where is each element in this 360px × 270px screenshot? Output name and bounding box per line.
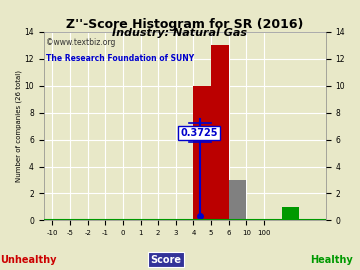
Text: Score: Score: [150, 255, 181, 265]
Bar: [282, 207, 299, 220]
Bar: [229, 180, 246, 220]
Text: 0.3725: 0.3725: [180, 128, 218, 138]
Text: ©www.textbiz.org: ©www.textbiz.org: [46, 38, 116, 46]
Title: Z''-Score Histogram for SR (2016): Z''-Score Histogram for SR (2016): [66, 18, 303, 31]
Y-axis label: Number of companies (26 total): Number of companies (26 total): [15, 70, 22, 182]
Text: Industry: Natural Gas: Industry: Natural Gas: [112, 28, 248, 38]
Text: Healthy: Healthy: [310, 255, 352, 265]
Text: The Research Foundation of SUNY: The Research Foundation of SUNY: [46, 55, 194, 63]
Bar: [193, 86, 211, 220]
Bar: [211, 45, 229, 220]
Text: Unhealthy: Unhealthy: [1, 255, 57, 265]
